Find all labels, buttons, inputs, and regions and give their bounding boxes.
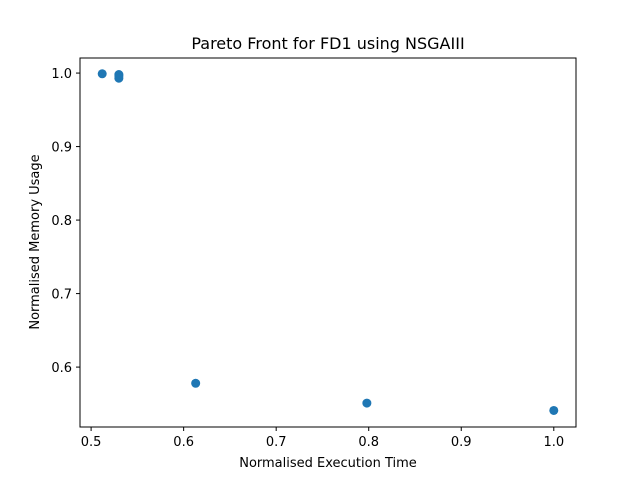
x-axis: 0.5 0.6 0.7 0.8 0.9 1.0 bbox=[81, 427, 564, 450]
x-tick-label: 0.7 bbox=[266, 435, 287, 450]
data-point bbox=[191, 378, 201, 388]
x-tick-label: 1.0 bbox=[543, 435, 564, 450]
data-points bbox=[97, 69, 559, 415]
data-point bbox=[549, 405, 559, 415]
x-axis-label: Normalised Execution Time bbox=[239, 456, 417, 471]
x-tick-label: 0.6 bbox=[173, 435, 194, 450]
y-tick-label: 0.9 bbox=[51, 141, 72, 156]
x-tick-label: 0.9 bbox=[451, 435, 472, 450]
y-axis-label: Normalised Memory Usage bbox=[28, 154, 43, 329]
data-point bbox=[362, 398, 372, 408]
y-axis: 0.6 0.7 0.8 0.9 1.0 bbox=[51, 67, 80, 376]
chart-title: Pareto Front for FD1 using NSGAIII bbox=[191, 34, 464, 53]
data-point bbox=[97, 69, 107, 79]
x-tick-label: 0.8 bbox=[358, 435, 379, 450]
y-tick-label: 0.7 bbox=[51, 288, 72, 303]
y-tick-label: 0.6 bbox=[51, 361, 72, 376]
x-tick-label: 0.5 bbox=[81, 435, 102, 450]
y-tick-label: 0.8 bbox=[51, 214, 72, 229]
plot-area bbox=[79, 57, 577, 428]
y-tick-label: 1.0 bbox=[51, 67, 72, 82]
data-point bbox=[114, 73, 124, 83]
